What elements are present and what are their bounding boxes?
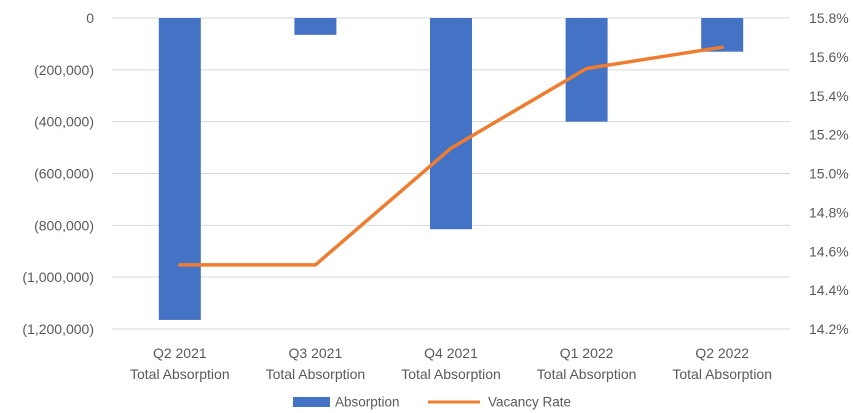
left-tick-label: 0 xyxy=(86,10,94,26)
right-tick-label: 14.6% xyxy=(809,243,849,259)
legend-absorption-label: Absorption xyxy=(335,395,400,410)
left-tick-label: (1,200,000) xyxy=(22,321,94,337)
category-label: Total Absorption xyxy=(266,366,366,382)
left-tick-label: (600,000) xyxy=(34,166,94,182)
left-axis: 0 (200,000) (400,000) (600,000) (800,000) (1,… xyxy=(22,10,94,337)
legend-absorption-swatch xyxy=(293,397,330,407)
category-label: Q2 2022 xyxy=(695,345,749,361)
right-axis: 15.8% 15.6% 15.4% 15.2% 15.0% 14.8% 14.6% 14.4%… xyxy=(809,10,849,337)
category-label: Total Absorption xyxy=(672,366,772,382)
x-axis: Q2 2021 Total Absorption Q3 2021 Total Abso… xyxy=(130,345,772,382)
category-label: Q4 2021 xyxy=(424,345,478,361)
left-tick-label: (800,000) xyxy=(34,217,94,233)
category-label: Q2 2021 xyxy=(153,345,207,361)
right-tick-label: 15.0% xyxy=(809,166,849,182)
category-label: Total Absorption xyxy=(537,366,637,382)
category-label: Total Absorption xyxy=(401,366,501,382)
legend-vacancy-rate-label: Vacancy Rate xyxy=(488,395,571,410)
left-tick-label: (400,000) xyxy=(34,114,94,130)
right-tick-label: 15.8% xyxy=(809,10,849,26)
absorption-bar xyxy=(158,18,201,320)
right-tick-label: 14.4% xyxy=(809,282,849,298)
right-tick-label: 15.4% xyxy=(809,88,849,104)
category-label: Q1 2022 xyxy=(560,345,614,361)
category-label: Total Absorption xyxy=(130,366,230,382)
category-label: Q3 2021 xyxy=(289,345,343,361)
right-tick-label: 14.8% xyxy=(809,204,849,220)
left-tick-label: (200,000) xyxy=(34,62,94,78)
vacancy-rate-line xyxy=(178,45,724,267)
absorption-bar xyxy=(294,18,337,35)
right-tick-label: 15.6% xyxy=(809,49,849,65)
left-tick-label: (1,000,000) xyxy=(22,269,94,285)
right-tick-label: 14.2% xyxy=(809,321,849,337)
absorption-bars xyxy=(158,18,744,320)
absorption-bar xyxy=(430,18,472,230)
legend: Absorption Vacancy Rate xyxy=(293,395,571,410)
right-tick-label: 15.2% xyxy=(809,127,849,143)
